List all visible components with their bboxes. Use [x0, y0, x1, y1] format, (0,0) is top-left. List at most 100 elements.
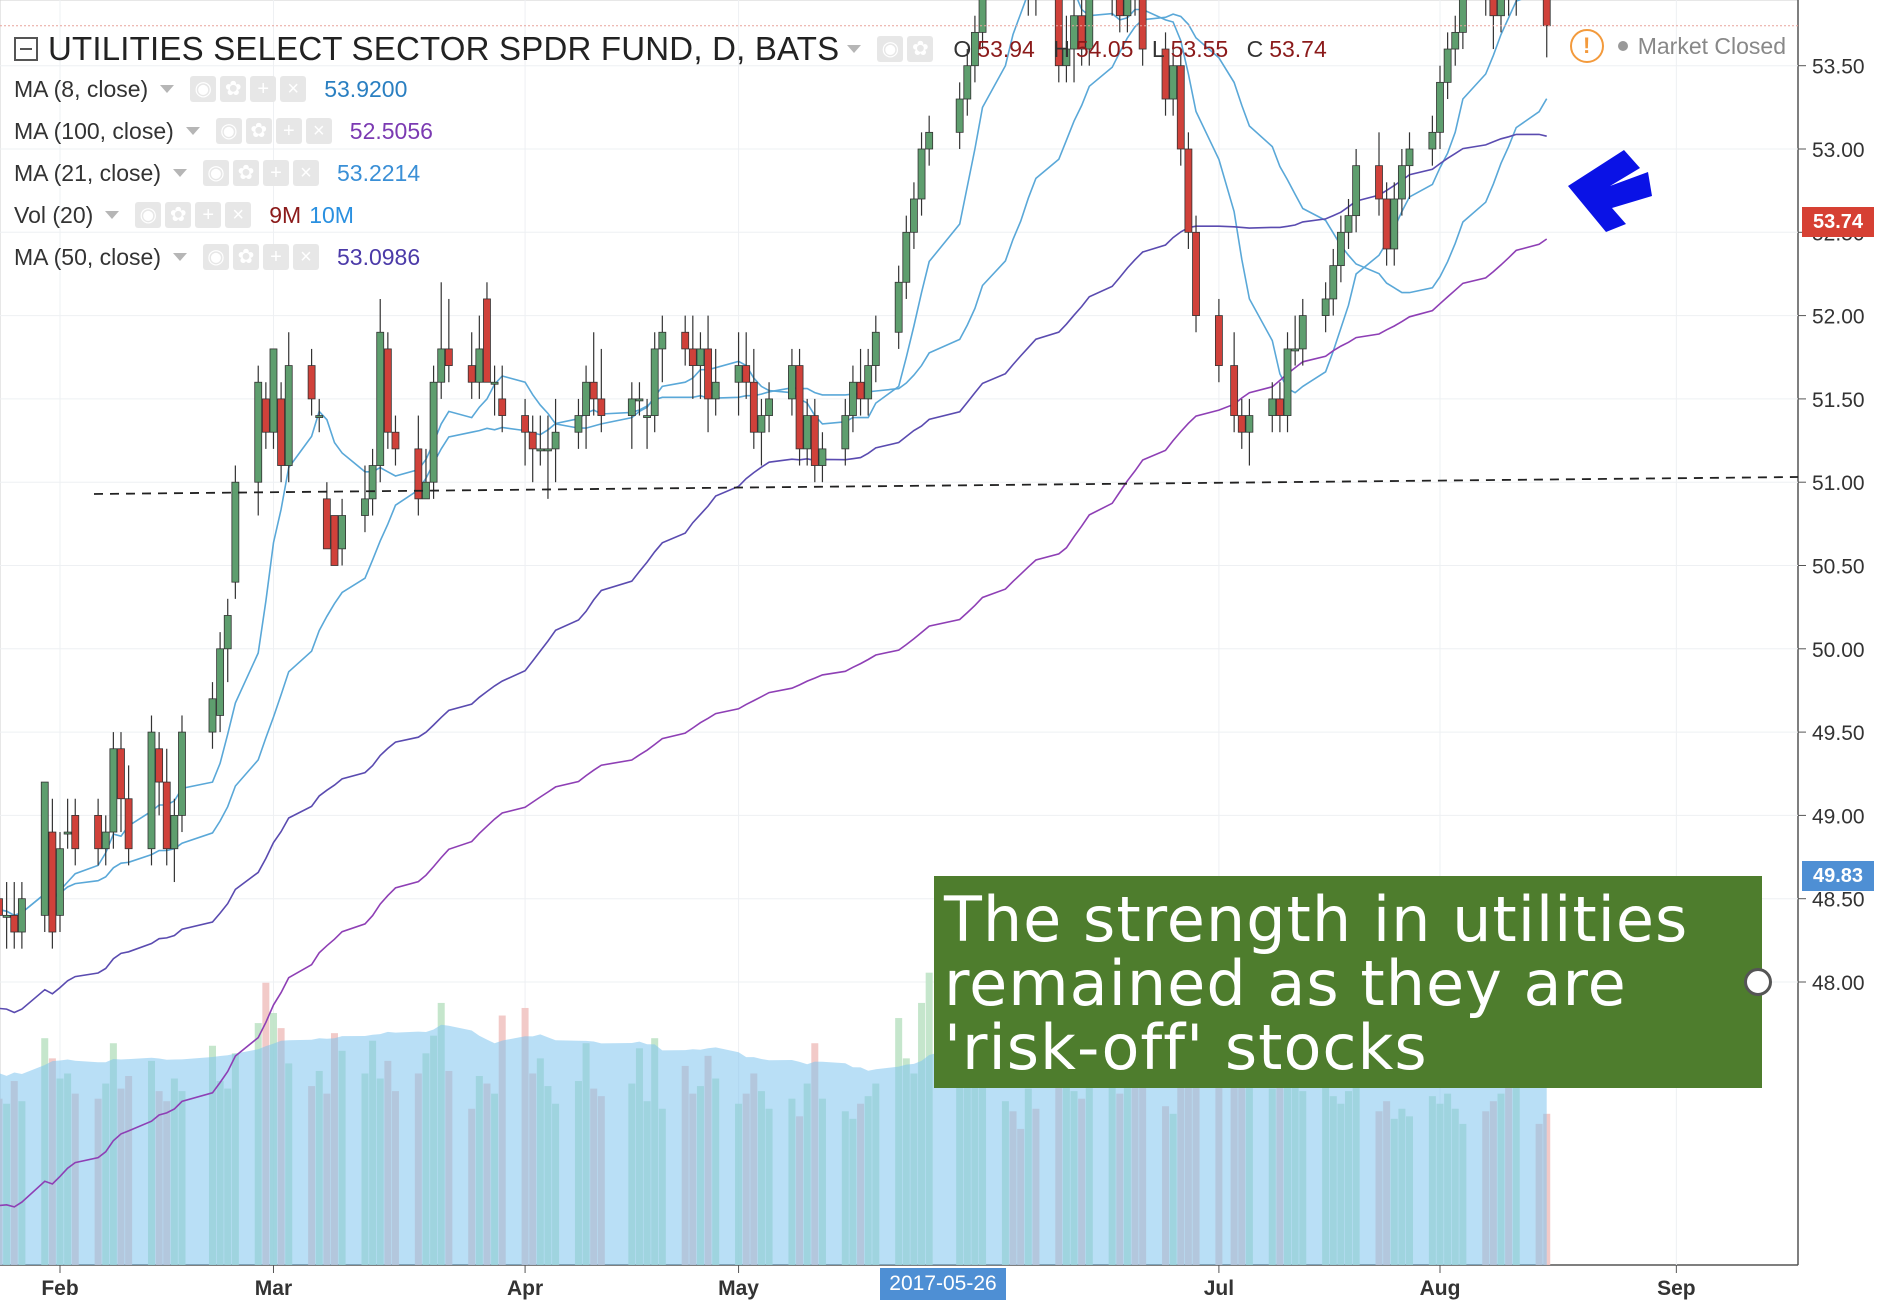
candle-body [1062, 48, 1071, 67]
candle-body [955, 98, 964, 133]
candle-body [429, 381, 438, 483]
candle-body [437, 348, 446, 383]
close-icon[interactable]: × [305, 118, 332, 144]
candle-body [528, 431, 537, 450]
close-icon[interactable]: × [225, 202, 252, 228]
candle-body [1070, 15, 1078, 50]
candle-body [63, 831, 72, 835]
annotation-box[interactable]: The strength in utilities remained as th… [934, 876, 1762, 1088]
candle-body [1443, 48, 1452, 83]
candle-body [1458, 0, 1467, 33]
chevron-down-icon[interactable] [105, 211, 120, 219]
candle-body [1382, 198, 1391, 250]
gear-icon[interactable]: ✿ [233, 160, 259, 186]
y-tick-label: 52.00 [1812, 306, 1865, 329]
candle-body [231, 481, 240, 583]
chevron-down-icon[interactable] [173, 253, 187, 261]
indicator-ma-21[interactable]: MA (21, close) ◉ ✿ + × 53.2214 [14, 159, 421, 186]
candle-body [17, 898, 26, 933]
candle-body [147, 731, 156, 850]
plus-icon[interactable]: + [250, 76, 277, 102]
candle-body [871, 331, 880, 366]
collapse-icon[interactable] [14, 37, 38, 61]
candle-body [170, 815, 179, 850]
candle-body [841, 415, 850, 450]
close-icon[interactable]: × [293, 160, 319, 186]
y-tick-label: 48.50 [1812, 889, 1865, 912]
gear-icon[interactable]: ✿ [245, 118, 272, 144]
plus-icon[interactable]: + [263, 160, 289, 186]
candle-body [1275, 398, 1284, 416]
plus-icon[interactable]: + [195, 202, 222, 228]
indicator-ma-100[interactable]: MA (100, close) ◉ ✿ + × 52.5056 [14, 117, 433, 144]
eye-icon[interactable]: ◉ [203, 244, 229, 270]
candle-body [551, 431, 560, 450]
candle-body [925, 131, 934, 150]
eye-icon[interactable]: ◉ [215, 118, 242, 144]
eye-icon[interactable]: ◉ [877, 36, 904, 62]
candle-body [178, 731, 186, 816]
gear-icon[interactable]: ✿ [907, 36, 934, 62]
gear-icon[interactable]: ✿ [220, 76, 247, 102]
candle-body [338, 515, 346, 550]
candle-body [803, 415, 812, 450]
candle-body [757, 415, 766, 433]
eye-icon[interactable]: ◉ [203, 160, 229, 186]
gear-icon[interactable]: ✿ [165, 202, 192, 228]
candle-body [1344, 215, 1353, 233]
y-tick-label: 49.00 [1812, 805, 1865, 828]
plus-icon[interactable]: + [263, 244, 289, 270]
chevron-down-icon[interactable] [185, 127, 200, 135]
candle-body [1054, 0, 1063, 67]
candle-body [1214, 315, 1223, 366]
eye-icon[interactable]: ◉ [190, 76, 217, 102]
candle-body [765, 398, 773, 416]
chevron-down-icon[interactable] [160, 85, 175, 93]
candle-body [269, 348, 278, 433]
candle-body [849, 381, 857, 416]
candle-body [40, 781, 49, 916]
candle-body [1390, 198, 1399, 250]
close-value: 53.74 [1269, 35, 1327, 62]
eye-icon[interactable]: ◉ [135, 202, 162, 228]
candle-body [978, 0, 987, 33]
y-tick-label: 48.00 [1812, 972, 1865, 995]
y-tick-label: 51.50 [1812, 389, 1865, 412]
open-value: 53.94 [977, 35, 1035, 62]
indicator-ma-8[interactable]: MA (8, close) ◉ ✿ + × 53.9200 [14, 75, 408, 102]
candle-body [109, 748, 118, 833]
gear-icon[interactable]: ✿ [233, 244, 259, 270]
chevron-down-icon[interactable] [847, 45, 862, 53]
plus-icon[interactable]: + [275, 118, 302, 144]
alert-icon[interactable]: ! [1569, 29, 1604, 63]
close-icon[interactable]: × [293, 244, 319, 270]
ma50-value: 53.0986 [337, 243, 421, 270]
annotation-drag-handle[interactable] [1744, 968, 1772, 996]
candle-body [1291, 348, 1300, 352]
candle-body [277, 398, 286, 466]
candle-body [917, 148, 926, 200]
candle-body [788, 365, 796, 400]
candle-body [627, 398, 636, 416]
candle-body [1184, 148, 1193, 233]
indicator-ma-50[interactable]: MA (50, close) ◉ ✿ + × 53.0986 [14, 243, 421, 270]
candle-body [155, 748, 164, 783]
ma8-value: 53.9200 [324, 75, 408, 102]
y-tick-label: 49.50 [1812, 722, 1865, 745]
y-tick-label: 50.00 [1812, 639, 1865, 662]
candle-body [910, 198, 918, 233]
candle-body [391, 431, 400, 450]
indicator-vol-20[interactable]: Vol (20) ◉ ✿ + × 9M 10M [14, 201, 354, 228]
annotation-line: The strength in utilities [944, 883, 1689, 956]
candle-body [322, 498, 331, 550]
chevron-down-icon[interactable] [173, 169, 187, 177]
market-status: ! Market Closed [1569, 28, 1786, 64]
candle-body [162, 781, 171, 850]
candle-body [688, 348, 697, 366]
candle-body [1077, 15, 1086, 50]
high-value: 54.05 [1075, 35, 1134, 62]
market-status-label: Market Closed [1637, 32, 1786, 59]
candle-body [1321, 298, 1330, 317]
close-icon[interactable]: × [280, 76, 307, 102]
